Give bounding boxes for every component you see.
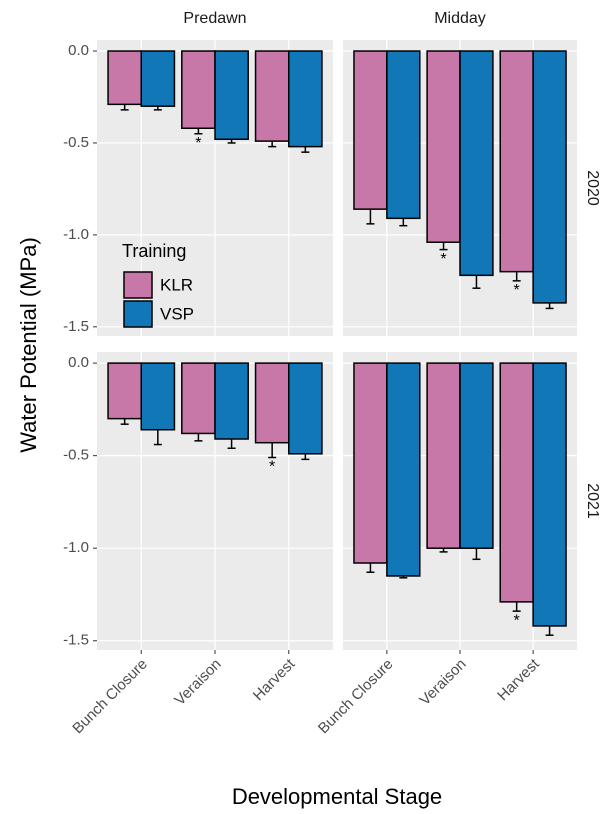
significance-label: *	[514, 282, 520, 299]
significance-label: *	[440, 251, 446, 268]
legend-label: KLR	[160, 275, 193, 294]
error-bar	[512, 601, 521, 612]
x-tick-label: Harvest	[250, 655, 299, 704]
error-bar	[366, 563, 375, 574]
y-tick-label: -1.5	[63, 632, 89, 649]
facet-row-label: 2020	[584, 170, 601, 206]
bar	[459, 50, 494, 277]
legend-key	[123, 271, 153, 299]
error-bar	[268, 442, 277, 459]
legend-label: VSP	[160, 304, 194, 323]
error-bar	[301, 146, 310, 153]
legend-key	[123, 300, 153, 328]
bar	[214, 362, 249, 440]
facet-column-label: Midday	[434, 10, 486, 27]
y-tick-label: 0.0	[68, 354, 89, 371]
facet-column-label: Predawn	[183, 10, 246, 27]
error-bar	[120, 104, 129, 111]
x-tick-label: Veraison	[171, 656, 224, 709]
bar	[254, 50, 290, 142]
y-tick-label: -1.0	[63, 226, 89, 243]
y-axis-title: Water Potential (MPa)	[16, 237, 41, 453]
significance-label: *	[195, 135, 201, 152]
error-bar	[439, 548, 448, 553]
error-bar	[472, 548, 481, 561]
bar	[107, 50, 142, 106]
bar	[353, 50, 388, 210]
error-bar	[399, 218, 408, 227]
facet-row-label: 2021	[584, 483, 601, 519]
y-tick-label: 0.0	[68, 42, 89, 59]
bar	[532, 362, 567, 627]
bar	[353, 362, 388, 564]
bar	[288, 362, 323, 455]
bar	[214, 50, 249, 141]
error-bar	[301, 453, 310, 461]
error-bar	[512, 271, 521, 282]
error-bar	[227, 438, 236, 449]
y-tick-label: -1.5	[63, 318, 89, 335]
bar	[140, 362, 176, 431]
bar	[499, 362, 534, 603]
bar	[254, 362, 290, 444]
error-bar	[399, 575, 408, 579]
bar	[426, 362, 461, 549]
x-tick-label: Harvest	[494, 655, 543, 704]
error-bar	[120, 418, 129, 425]
bar	[181, 362, 216, 435]
error-bar	[439, 242, 448, 251]
bar	[386, 50, 421, 220]
x-tick-label: Bunch Closure	[69, 656, 151, 738]
y-tick-label: -0.5	[63, 134, 89, 151]
error-bar	[472, 275, 481, 289]
error-bar	[153, 429, 162, 446]
bar	[459, 362, 494, 549]
legend-title: Training	[122, 241, 186, 261]
bar	[140, 50, 176, 107]
error-bar	[194, 433, 203, 442]
error-bar	[545, 625, 554, 636]
error-bar	[153, 106, 162, 111]
bar	[288, 50, 323, 148]
bar	[499, 50, 534, 273]
bar	[532, 50, 567, 304]
x-tick-label: Veraison	[416, 656, 469, 709]
y-tick-label: -1.0	[63, 539, 89, 556]
error-bar	[227, 139, 236, 144]
error-bar	[545, 302, 554, 310]
error-bar	[366, 209, 375, 225]
significance-label: *	[514, 612, 520, 629]
bar	[426, 50, 461, 243]
error-bar	[194, 128, 203, 135]
bar	[181, 50, 216, 129]
bar	[386, 362, 421, 577]
x-tick-label: Bunch Closure	[315, 656, 397, 738]
y-tick-label: -0.5	[63, 447, 89, 464]
bar	[107, 362, 142, 420]
x-axis-title: Developmental Stage	[232, 784, 442, 809]
significance-label: *	[269, 459, 275, 476]
error-bar	[268, 141, 277, 148]
